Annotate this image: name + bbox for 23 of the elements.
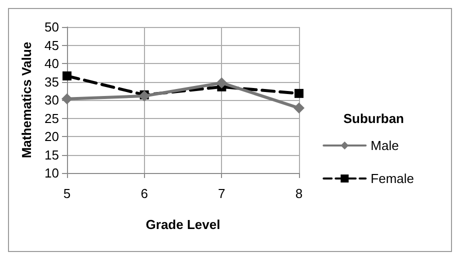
y-axis-title: Mathematics Value [19,42,34,158]
legend-label: Female [370,171,414,186]
y-tick-label: 30 [44,92,59,108]
x-axis-title: Grade Level [146,217,220,232]
y-tick-label: 40 [44,56,59,71]
point [62,71,72,80]
y-tick-label: 10 [44,166,59,180]
point [62,93,72,104]
y-tick-label: 15 [44,147,59,162]
point [294,102,304,114]
point [216,77,228,88]
x-tick-label: 7 [218,186,226,201]
legend-label: Male [370,138,399,153]
point [294,88,304,98]
y-tick-label: 45 [44,38,59,53]
legend-title: Suburban [343,111,404,126]
y-tick-label: 35 [44,74,59,90]
x-tick-label: 5 [63,186,71,201]
x-tick-label: 8 [295,186,303,201]
y-tick-label: 20 [44,129,59,144]
y-tick-label: 25 [44,110,59,126]
x-tick-label: 6 [140,186,148,201]
y-tick-label: 50 [44,20,59,34]
